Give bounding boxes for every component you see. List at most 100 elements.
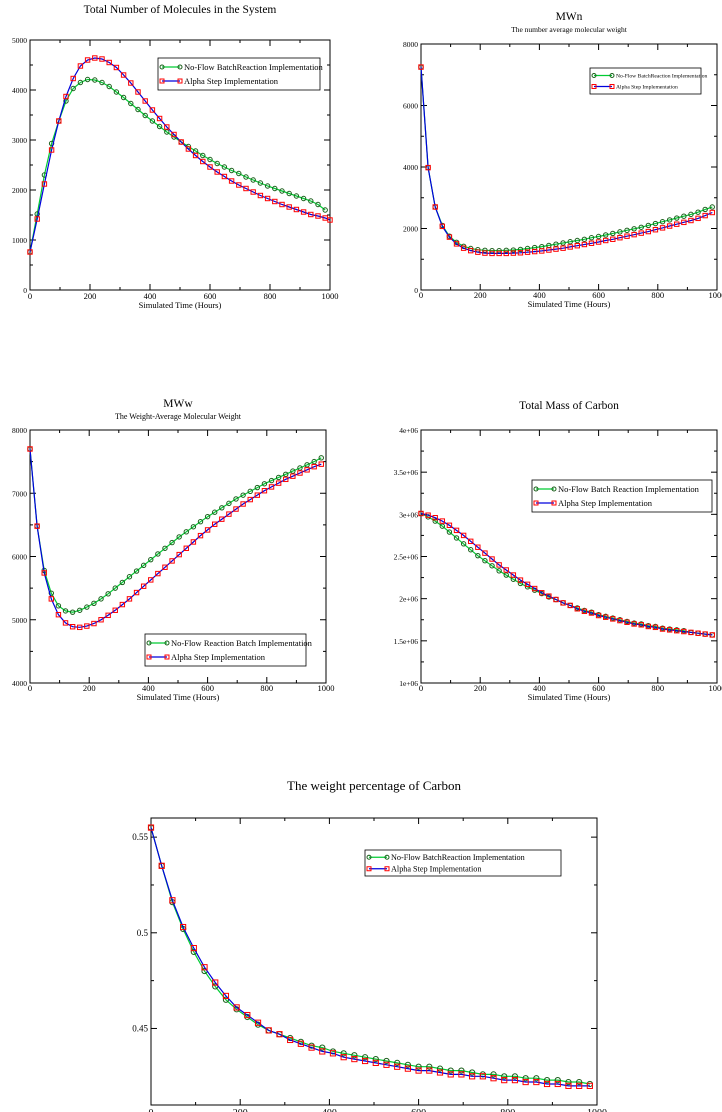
chart-4: Total Mass of Carbon 0 200 400 600 800 1000 1e+…	[394, 400, 722, 702]
data-point	[315, 201, 321, 208]
data-point	[297, 465, 303, 471]
data-point	[212, 979, 219, 986]
data-point	[404, 1065, 411, 1072]
data-point	[517, 580, 524, 587]
chart-title: The weight percentage of Carbon	[287, 778, 461, 793]
data-point	[236, 170, 242, 177]
series-1	[418, 510, 715, 638]
data-point	[624, 619, 630, 625]
data-point	[233, 506, 239, 512]
data-point	[250, 189, 256, 195]
x-tick-label: 1000	[709, 683, 722, 693]
data-point	[315, 213, 321, 219]
data-point	[469, 1069, 476, 1076]
x-axis-label: Simulated Time (Hours)	[137, 692, 220, 702]
data-point	[560, 600, 566, 606]
data-point	[70, 85, 76, 92]
data-point	[383, 1061, 390, 1068]
legend: No-Flow Reaction Batch Implementation Alp…	[144, 633, 313, 667]
x-tick-label: 0	[419, 683, 423, 693]
data-point	[279, 188, 285, 194]
legend-marker	[609, 84, 615, 89]
data-point	[113, 89, 120, 95]
x-tick-label: 1000	[318, 683, 335, 693]
legend-label: No-Flow BatchReaction Implementation	[184, 62, 324, 72]
legend-label: Alpha Step Implementation	[616, 84, 678, 90]
data-point	[482, 550, 488, 556]
data-point	[638, 230, 644, 236]
data-point	[135, 89, 141, 95]
chart-title: Total Mass of Carbon	[519, 400, 619, 412]
legend-marker	[177, 64, 183, 70]
data-point	[425, 164, 431, 171]
y-tick-label: 0.45	[132, 1023, 148, 1033]
legend-box	[364, 849, 562, 877]
data-point	[180, 923, 187, 931]
data-point	[681, 213, 687, 219]
data-point	[688, 629, 694, 636]
data-point	[279, 201, 285, 208]
legend-marker	[551, 486, 557, 492]
data-point	[247, 496, 253, 503]
data-point	[149, 118, 156, 124]
data-point	[510, 247, 517, 253]
data-point	[287, 1036, 294, 1044]
data-point	[214, 169, 220, 175]
data-point	[567, 244, 573, 250]
data-point	[156, 123, 163, 130]
data-point	[539, 248, 545, 254]
series-line	[29, 57, 331, 253]
data-point	[681, 628, 687, 635]
data-point	[265, 1027, 272, 1034]
data-point	[517, 246, 524, 253]
data-point	[546, 593, 552, 599]
legend-marker	[146, 640, 152, 646]
data-point	[142, 112, 148, 119]
data-point	[99, 56, 105, 62]
data-point	[257, 192, 264, 199]
data-point	[233, 1004, 240, 1011]
data-point	[581, 241, 588, 248]
y-tick-label: 6000	[12, 553, 27, 562]
data-point	[576, 1078, 583, 1086]
data-point	[99, 79, 105, 86]
data-point	[439, 518, 446, 524]
data-point	[190, 945, 197, 952]
data-point	[695, 630, 701, 636]
data-point	[503, 567, 509, 573]
legend-marker	[533, 486, 539, 492]
data-point	[468, 247, 474, 254]
data-point	[55, 611, 62, 618]
data-point	[439, 523, 446, 529]
series-line	[29, 448, 322, 613]
data-point	[34, 523, 40, 529]
data-point	[133, 589, 140, 596]
data-point	[212, 521, 218, 527]
y-tick-label: 2000	[403, 225, 418, 234]
data-point	[418, 64, 424, 70]
data-point	[41, 181, 48, 187]
x-tick-label: 400	[533, 683, 546, 693]
data-point	[169, 539, 175, 546]
y-tick-label: 4000	[12, 86, 27, 95]
y-tick-label: 3000	[12, 136, 27, 145]
chart-title: MWw	[163, 398, 193, 410]
data-point	[588, 240, 595, 246]
data-point	[617, 229, 623, 235]
data-point	[638, 224, 644, 230]
legend-marker	[609, 73, 615, 78]
y-tick-label: 7000	[12, 489, 27, 498]
legend-marker	[591, 84, 597, 89]
data-point	[517, 250, 524, 256]
data-point	[322, 207, 328, 213]
data-point	[297, 1040, 304, 1047]
data-point	[156, 115, 163, 122]
data-point	[709, 632, 715, 638]
data-point	[63, 93, 69, 100]
data-point	[91, 620, 97, 627]
data-point	[425, 512, 431, 518]
x-tick-label: 400	[322, 1108, 337, 1112]
data-point	[286, 190, 292, 197]
data-point	[329, 1050, 337, 1057]
